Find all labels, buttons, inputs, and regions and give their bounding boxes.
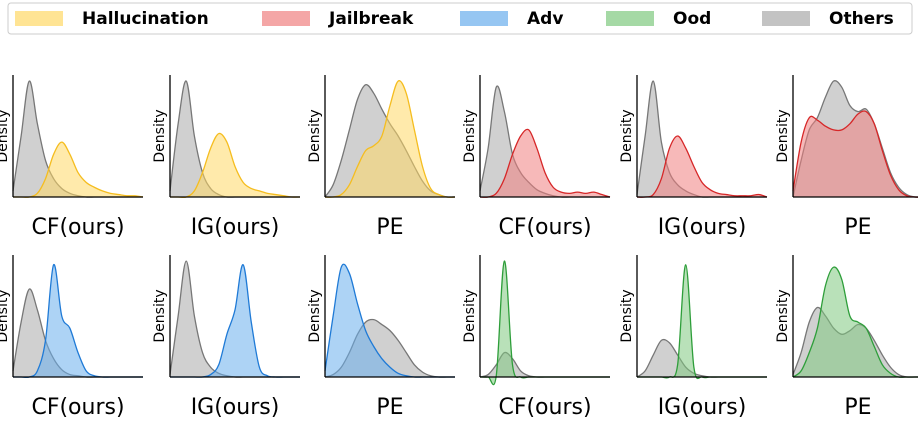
density-area	[793, 111, 918, 198]
legend-label: Jailbreak	[328, 9, 414, 29]
density-line	[479, 128, 611, 198]
legend-label: Hallucination	[82, 9, 209, 29]
y-axis-label: Density	[462, 289, 478, 342]
density-area	[170, 133, 300, 198]
density-area	[637, 136, 767, 198]
x-axis-label: PE	[376, 215, 403, 240]
y-axis-label: Density	[0, 109, 11, 162]
x-axis-label: IG(ours)	[191, 215, 280, 240]
legend-swatch	[262, 11, 310, 26]
density-area	[480, 129, 610, 198]
y-axis-label: Density	[619, 289, 635, 342]
x-axis-label: CF(ours)	[31, 215, 124, 240]
density-area	[325, 264, 455, 378]
density-area	[170, 264, 300, 378]
y-axis-label: Density	[775, 109, 791, 162]
density-line	[170, 132, 301, 199]
density-area	[13, 81, 143, 198]
legend-swatch	[15, 11, 63, 26]
x-axis-label: PE	[376, 395, 403, 420]
x-axis-label: CF(ours)	[31, 395, 124, 420]
x-axis-label: IG(ours)	[658, 215, 747, 240]
y-axis-label: Density	[462, 109, 478, 162]
density-line	[13, 141, 144, 198]
density-line	[792, 110, 918, 198]
legend-swatch	[762, 11, 810, 26]
density-area	[793, 267, 918, 378]
legend-swatch	[460, 11, 508, 26]
density-area	[480, 261, 610, 385]
x-axis-label: PE	[844, 395, 871, 420]
y-axis-label: Density	[152, 109, 168, 162]
x-axis-label: CF(ours)	[498, 215, 591, 240]
density-area	[13, 264, 143, 378]
density-area	[170, 261, 300, 378]
x-axis-label: PE	[844, 215, 871, 240]
y-axis-label: Density	[0, 289, 11, 342]
x-axis-label: IG(ours)	[658, 395, 747, 420]
density-area	[637, 81, 767, 198]
y-axis-label: Density	[307, 109, 323, 162]
y-axis-label: Density	[152, 289, 168, 342]
legend-label: Adv	[527, 9, 563, 29]
y-axis-label: Density	[307, 289, 323, 342]
legend-label: Others	[829, 9, 894, 29]
y-axis-label: Density	[619, 109, 635, 162]
density-area	[13, 142, 143, 198]
x-axis-label: IG(ours)	[191, 395, 280, 420]
x-axis-label: CF(ours)	[498, 395, 591, 420]
density-area	[637, 339, 767, 378]
y-axis-label: Density	[775, 289, 791, 342]
density-line	[324, 80, 456, 198]
legend-swatch	[606, 11, 654, 26]
legend-label: Ood	[673, 9, 711, 29]
density-line	[636, 135, 768, 198]
